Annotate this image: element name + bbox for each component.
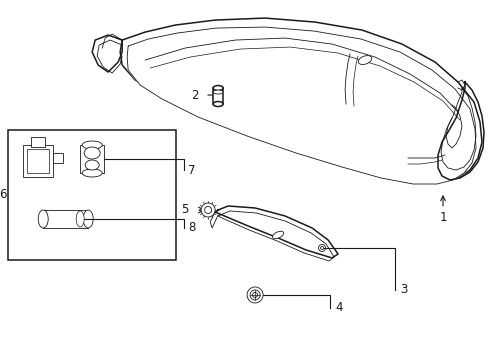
Ellipse shape <box>213 102 223 107</box>
Ellipse shape <box>38 210 48 228</box>
Ellipse shape <box>213 86 223 90</box>
Text: 1: 1 <box>438 196 446 225</box>
Polygon shape <box>92 35 122 72</box>
Bar <box>23 145 53 177</box>
Circle shape <box>252 292 257 297</box>
Ellipse shape <box>82 141 102 149</box>
Ellipse shape <box>318 244 325 252</box>
Circle shape <box>204 207 211 213</box>
Ellipse shape <box>76 211 84 227</box>
Circle shape <box>249 290 260 300</box>
Text: 2: 2 <box>190 89 198 102</box>
Ellipse shape <box>83 210 93 228</box>
Polygon shape <box>120 18 481 182</box>
Bar <box>80 145 104 173</box>
Text: 3: 3 <box>399 283 407 296</box>
Bar <box>27 149 49 173</box>
Ellipse shape <box>358 55 371 64</box>
Bar <box>8 130 176 260</box>
Text: 8: 8 <box>188 221 195 234</box>
Polygon shape <box>437 82 483 180</box>
Ellipse shape <box>320 247 323 249</box>
Bar <box>43 210 88 228</box>
Ellipse shape <box>84 147 100 159</box>
Text: 7: 7 <box>188 163 195 176</box>
Bar <box>31 137 45 147</box>
Bar <box>213 88 223 104</box>
Text: 4: 4 <box>334 301 342 314</box>
Text: 5: 5 <box>181 203 188 216</box>
Text: 6: 6 <box>0 189 7 202</box>
Ellipse shape <box>272 231 283 239</box>
Ellipse shape <box>85 160 99 170</box>
Polygon shape <box>215 206 337 258</box>
Ellipse shape <box>82 169 102 177</box>
Circle shape <box>246 287 263 303</box>
Bar <box>53 153 63 163</box>
Ellipse shape <box>213 90 223 94</box>
Polygon shape <box>127 27 475 184</box>
Circle shape <box>201 203 215 217</box>
